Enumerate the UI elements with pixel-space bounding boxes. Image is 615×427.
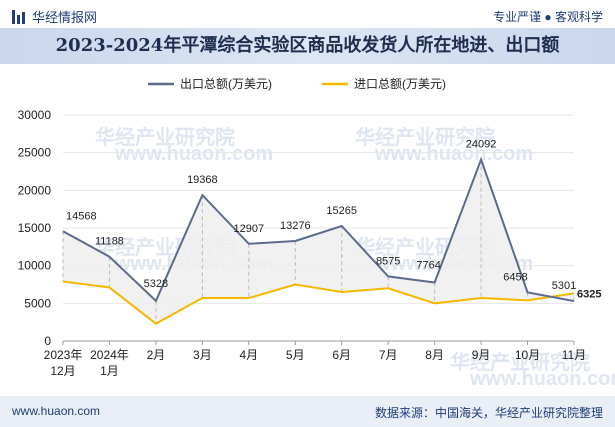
export-data-label: 6458 — [503, 271, 527, 283]
top-bar: 华经情报网 专业严谨 ● 客观科学 — [0, 0, 615, 28]
import-data-label: 6325 — [577, 288, 601, 300]
legend-import-label: 进口总额(万美元) — [354, 77, 446, 91]
chart: 华经产业研究院www.huaon.com华经产业研究院www.huaon.com… — [18, 77, 615, 390]
watermark-text: 华经产业研究院 — [355, 125, 495, 149]
y-tick-label: 30000 — [18, 108, 52, 122]
export-data-label: 19368 — [187, 174, 218, 186]
axes: 0 5000 10000 15000 20000 25000 30000 2023年 12月20… — [18, 108, 587, 378]
area — [62, 159, 575, 324]
export-data-label: 8575 — [376, 255, 400, 267]
x-tick-label: 10月 — [515, 348, 540, 362]
logo: 华经情报网 — [12, 7, 97, 26]
export-data-label: 13276 — [280, 220, 311, 232]
legend: 出口总额(万美元) 进口总额(万美元) — [148, 77, 446, 91]
export-data-label: 11188 — [95, 236, 124, 248]
y-tick-label: 15000 — [18, 221, 52, 235]
footer-bar: www.huaon.com 数据来源：中国海关，华经产业研究院整理 — [0, 396, 615, 427]
y-tick-label: 25000 — [18, 146, 52, 160]
watermark-url: www.huaon.com — [114, 143, 273, 165]
watermark-url: www.huaon.com — [469, 368, 615, 390]
import-series-line — [62, 280, 575, 325]
x-tick-label: 11月 — [562, 348, 586, 362]
x-tick-label: 2023年 12月 — [44, 348, 83, 378]
export-data-label: 7764 — [416, 260, 440, 272]
legend-export-label: 出口总额(万美元) — [180, 77, 272, 91]
data-labels: 14568 11188 5328 19368 12907 13276 15265 8575 77… — [66, 139, 601, 301]
x-tick-label: 3月 — [193, 348, 212, 362]
y-tick-label: 10000 — [18, 259, 52, 273]
data-source: 数据来源：中国海关，华经产业研究院整理 — [374, 406, 603, 420]
export-data-label: 24092 — [466, 139, 497, 151]
x-tick-label: 2024年 1月 — [90, 348, 129, 378]
x-tick-label: 6月 — [332, 348, 351, 362]
x-tick-label: 9月 — [472, 348, 491, 362]
x-tick-label: 7月 — [379, 348, 398, 362]
logo-bars-icon — [12, 9, 26, 24]
chart-title: 2023-2024年平潭综合实验区商品收发货人所在地进、出口额 — [55, 35, 560, 56]
slogan: 专业严谨 ● 客观科学 — [493, 10, 603, 24]
gap-area — [63, 159, 574, 324]
export-data-label: 5301 — [552, 280, 576, 292]
title-band: 2023-2024年平潭综合实验区商品收发货人所在地进、出口额 — [0, 28, 615, 64]
x-tick-label: 4月 — [239, 348, 258, 362]
y-tick-label: 0 — [44, 334, 51, 348]
watermark-text: 华经产业研究院 — [95, 125, 235, 149]
export-data-label: 15265 — [326, 205, 357, 217]
logo-text: 华经情报网 — [32, 10, 98, 25]
export-series-line — [62, 156, 575, 303]
watermark-text: 华经产业研究院 — [450, 350, 590, 374]
y-tick-label: 20000 — [18, 183, 52, 197]
y-tick-label: 5000 — [24, 296, 51, 310]
x-tick-label: 8月 — [425, 348, 444, 362]
export-data-label: 12907 — [234, 223, 265, 235]
export-data-label: 5328 — [144, 278, 168, 290]
watermark-url: www.huaon.com — [374, 143, 533, 165]
x-tick-label: 2月 — [147, 348, 166, 362]
site-url: www.huaon.com — [12, 404, 101, 418]
export-data-label: 14568 — [66, 210, 97, 222]
x-tick-label: 5月 — [286, 348, 305, 362]
series — [62, 156, 575, 325]
